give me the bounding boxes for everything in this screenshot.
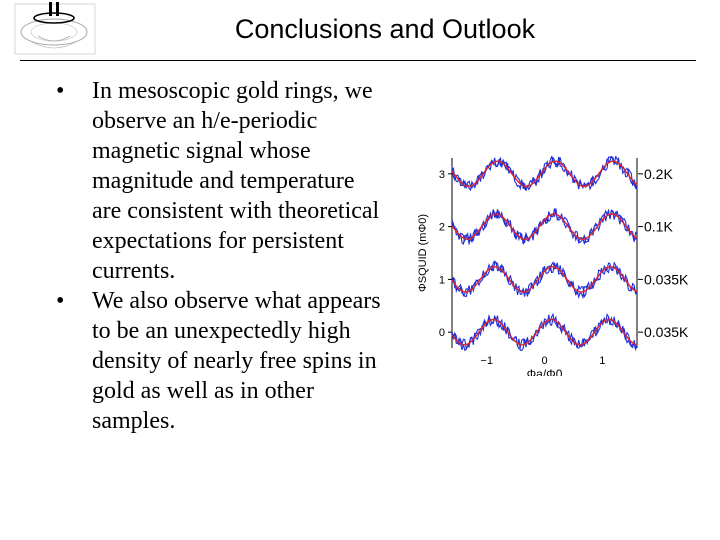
y-tick-label: 3: [439, 169, 445, 181]
bullet-list: • In mesoscopic gold rings, we observe an…: [56, 76, 386, 436]
fit-curve: [451, 266, 638, 293]
y-tick-label: 1: [439, 274, 445, 286]
bullet-item: • In mesoscopic gold rings, we observe an…: [56, 76, 386, 286]
x-tick-label: 1: [599, 355, 605, 367]
bullet-text: In mesoscopic gold rings, we observe an …: [92, 78, 380, 284]
temperature-label: 0.1K: [644, 219, 673, 235]
institution-logo: [14, 2, 96, 55]
y-tick-label: 2: [439, 222, 445, 234]
data-trace: [451, 208, 638, 245]
slide-title: Conclusions and Outlook: [234, 14, 536, 44]
bullet-marker: •: [56, 288, 65, 314]
fit-curve: [451, 213, 638, 240]
fit-curve: [451, 160, 638, 188]
x-tick-label: 0: [541, 355, 547, 367]
data-trace: [451, 156, 638, 191]
x-tick-label: −1: [480, 355, 493, 367]
data-trace: [451, 312, 638, 352]
y-tick-label: 0: [439, 327, 445, 339]
fit-curve: [451, 318, 638, 346]
title-divider: [20, 60, 696, 61]
bullet-marker: •: [56, 78, 65, 104]
y-axis-label: ΦSQUID (mΦ0): [417, 214, 429, 292]
data-trace: [451, 156, 638, 192]
bullet-text: We also observe what appears to be an un…: [92, 288, 381, 434]
bullet-item: • We also observe what appears to be an u…: [56, 286, 386, 436]
temperature-label: 0.2K: [644, 166, 673, 182]
temperature-label: 0.035K: [644, 324, 689, 340]
x-axis-label: Φa/Φ0: [527, 367, 563, 376]
temperature-label: 0.035K: [644, 271, 689, 287]
persistent-current-plot: 0.2K 0.1K 0.035K 0.035K 0 1 2 3 −1 0 1 ΦSQUID (mΦ0)…: [417, 156, 689, 376]
